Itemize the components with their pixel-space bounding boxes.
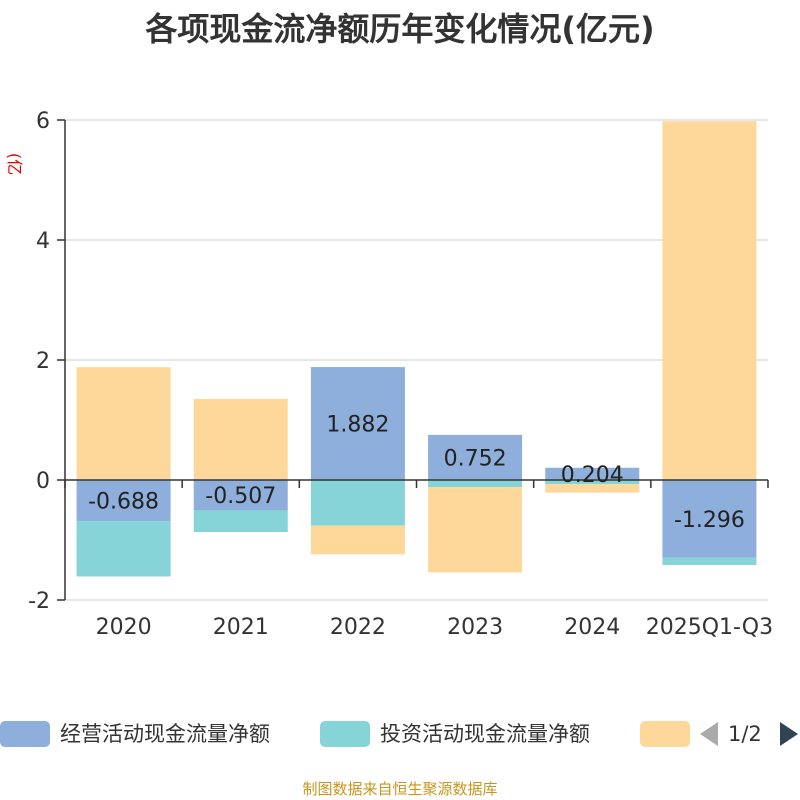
x-category-label: 2025Q1-Q3 xyxy=(646,615,773,640)
y-tick-label: 2 xyxy=(36,349,50,374)
bar-segment-series-2 xyxy=(76,367,171,480)
bar-segment-series-0 xyxy=(545,467,640,480)
x-category-label: 2024 xyxy=(564,615,620,640)
legend-label-operating: 经营活动现金流量净额 xyxy=(60,722,270,746)
legend-page-indicator: 1/2 xyxy=(728,722,762,746)
y-tick-label: -2 xyxy=(28,589,50,614)
x-category-label: 2021 xyxy=(213,615,269,640)
bar-segment-series-2 xyxy=(662,121,757,480)
bar-segment-series-1 xyxy=(662,557,757,565)
bar-segment-series-1 xyxy=(310,480,405,526)
bar-segment-series-1 xyxy=(428,480,523,488)
data-label: -0.688 xyxy=(88,490,159,515)
x-category-label: 2023 xyxy=(447,615,503,640)
x-category-label: 2020 xyxy=(96,615,152,640)
data-label: 1.882 xyxy=(326,413,389,438)
bar-segment-series-0 xyxy=(428,434,523,480)
bar-segment-series-2 xyxy=(545,484,640,493)
legend-swatch-investing xyxy=(320,721,370,747)
y-tick-label: 6 xyxy=(36,109,50,134)
bar-segment-series-0 xyxy=(662,480,757,558)
bar-segment-series-2 xyxy=(193,399,288,480)
chart-plot: -2 0 2 4 6 -0.688 -0.507 1.882 0.752 0.204 -1.296 2… xyxy=(28,109,773,640)
legend-prev-page-icon[interactable] xyxy=(700,722,718,746)
y-tick-label: 4 xyxy=(36,229,50,254)
legend-swatch-financing xyxy=(640,721,690,747)
data-label: -0.507 xyxy=(205,484,276,509)
bar-segment-series-1 xyxy=(76,521,171,577)
legend-swatch-operating xyxy=(0,721,50,747)
bar-segment-series-2 xyxy=(428,487,523,573)
y-tick-label: 0 xyxy=(36,469,50,494)
bar-segment-series-1 xyxy=(193,510,288,533)
bar-segment-series-0 xyxy=(310,367,405,480)
legend-next-page-icon[interactable] xyxy=(780,722,798,746)
data-label: -1.296 xyxy=(674,508,745,533)
data-label: 0.204 xyxy=(561,463,624,488)
data-label: 0.752 xyxy=(444,446,507,471)
bar-segment-series-0 xyxy=(193,480,288,511)
chart-title: 各项现金流净额历年变化情况(亿元) xyxy=(145,10,655,48)
bar-segment-series-0 xyxy=(76,480,171,522)
bar-segment-series-2 xyxy=(310,525,405,555)
bar-segment-series-1 xyxy=(545,480,640,485)
legend-label-investing: 投资活动现金流量净额 xyxy=(380,722,590,746)
x-category-label: 2022 xyxy=(330,615,386,640)
source-note: 制图数据来自恒生聚源数据库 xyxy=(302,780,498,798)
legend-pager: 1/2 xyxy=(698,718,800,750)
